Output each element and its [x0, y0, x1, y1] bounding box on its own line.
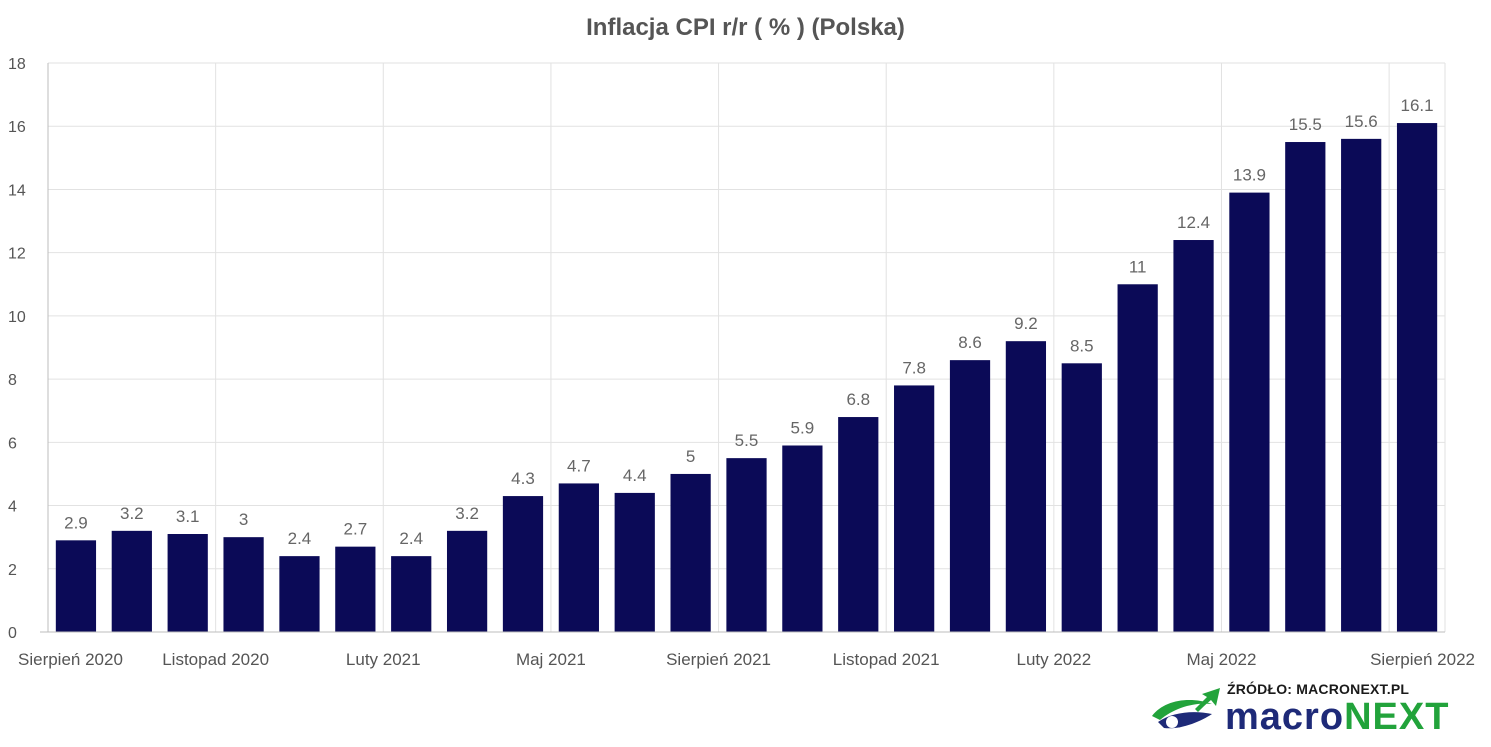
y-tick-label: 0 [8, 625, 17, 642]
bar-value-label: 16.1 [1401, 96, 1434, 115]
bar-value-label: 6.8 [846, 390, 870, 409]
bar-value-label: 8.5 [1070, 336, 1094, 355]
bar [614, 492, 655, 632]
bar [335, 546, 376, 632]
x-tick-label: Luty 2022 [1016, 650, 1091, 669]
bar-value-label: 3.1 [176, 507, 200, 526]
x-tick-label: Sierpień 2021 [666, 650, 771, 669]
axis-layer [40, 63, 1445, 633]
y-tick-label: 10 [8, 309, 26, 326]
bar [1341, 138, 1382, 632]
bar [949, 360, 991, 632]
x-tick-label: Maj 2022 [1187, 650, 1257, 669]
bar [223, 537, 264, 632]
bar [1117, 284, 1158, 632]
bar [782, 445, 823, 632]
bar-value-label: 13.9 [1233, 166, 1266, 185]
bar [670, 473, 711, 632]
y-tick-label: 6 [8, 435, 17, 452]
bar [1005, 341, 1047, 632]
brand-part2: NEXT [1344, 696, 1450, 738]
bar [726, 458, 767, 632]
label-layer: 0 2 4 6 8 10 12 14 16 18 Sierpień 2020 Listopad 202… [8, 56, 1475, 669]
bar-value-label: 2.9 [64, 513, 88, 532]
bar-value-label: 11 [1129, 257, 1147, 276]
bar-value-label: 9.2 [1014, 314, 1038, 333]
bar-value-label: 15.6 [1345, 112, 1378, 131]
chart-title: Inflacja CPI r/r ( % ) (Polska) [586, 14, 905, 41]
x-tick-label: Luty 2021 [346, 650, 421, 669]
x-tick-label: Listopad 2020 [162, 650, 269, 669]
bar [279, 556, 320, 632]
bar [558, 483, 599, 632]
bar-layer [55, 123, 1438, 633]
bar [167, 534, 208, 632]
bar-value-label: 8.6 [958, 333, 982, 352]
bar [55, 540, 97, 632]
bar-value-label: 5.9 [791, 418, 815, 437]
bar-value-label: 5.5 [735, 431, 759, 450]
y-tick-label: 4 [8, 499, 17, 516]
bar [391, 556, 432, 632]
bar [894, 385, 935, 632]
x-tick-label: Sierpień 2022 [1370, 650, 1475, 669]
bar [502, 496, 544, 632]
bar [111, 530, 152, 632]
bar [1173, 240, 1214, 632]
x-tick-label: Listopad 2021 [833, 650, 940, 669]
bar-value-label: 4.7 [567, 456, 591, 475]
source-label: ŹRÓDŁO: MACRONEXT.PL [1227, 681, 1410, 697]
bar-value-label: 3.2 [455, 504, 479, 523]
bar-value-label: 2.4 [288, 529, 312, 548]
x-tick-label: Maj 2021 [516, 650, 586, 669]
bar-value-label: 3.2 [120, 504, 144, 523]
y-tick-label: 12 [8, 246, 26, 263]
bar-value-label: 7.8 [902, 358, 926, 377]
brand-logo: macroNEXT [1225, 697, 1449, 737]
bar [838, 417, 879, 632]
bar [1285, 142, 1326, 632]
bar [1396, 123, 1438, 633]
y-tick-label: 18 [8, 56, 26, 73]
x-tick-label: Sierpień 2020 [18, 650, 123, 669]
brand-part1: macro [1225, 696, 1345, 738]
bar-value-label: 12.4 [1177, 213, 1210, 232]
bar [1229, 192, 1270, 632]
macronext-logo-icon [1152, 688, 1220, 729]
bar-value-label: 2.4 [399, 529, 423, 548]
bar-value-label: 3 [239, 510, 248, 529]
bar-value-label: 4.3 [511, 469, 535, 488]
y-tick-label: 14 [8, 182, 26, 199]
bar [1061, 363, 1102, 632]
y-tick-label: 2 [8, 562, 17, 579]
bar-value-label: 2.7 [344, 520, 368, 539]
y-tick-label: 16 [8, 119, 26, 136]
bar-value-label: 15.5 [1289, 115, 1322, 134]
bar-value-label: 5 [686, 447, 695, 466]
y-tick-label: 8 [8, 372, 17, 389]
bar-value-label: 4.4 [623, 466, 647, 485]
bar [446, 530, 488, 632]
